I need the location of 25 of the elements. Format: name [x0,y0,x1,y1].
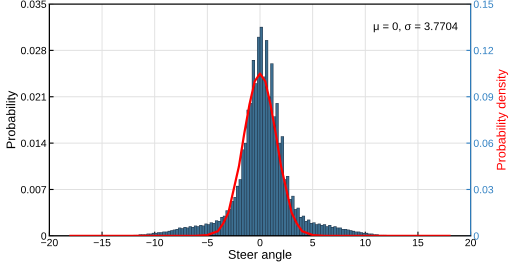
annotation: μ = 0, σ = 3.7704 [374,22,458,32]
y-tick-label: 0.028 [20,46,46,54]
y2-axis-title: Probability density [496,69,508,170]
x-tick-label: −5 [202,239,213,246]
x-tick-label: −15 [94,239,110,246]
y-tick-label: 0.021 [20,93,46,101]
y2-tick-label: 0.09 [474,93,494,101]
x-tick-label: −20 [41,238,58,246]
y-axis-title: Probability [6,90,18,148]
x-tick-label: 15 [412,239,424,246]
y-tick-label: 0.014 [20,140,46,147]
x-tick-label: 0 [258,238,262,246]
y-tick-label: 0 [41,232,46,240]
y2-tick-label: 0 [474,232,479,240]
y2-tick-label: 0.12 [474,46,494,54]
x-tick-label: 20 [465,238,476,246]
y2-tick-label: 0.06 [474,140,494,147]
x-tick-label: 10 [360,238,371,246]
y-tick-label: 0.035 [20,0,46,8]
x-tick-label: 5 [310,239,316,246]
y2-tick-label: 0.03 [474,186,494,194]
y2-tick-label: 0.15 [474,0,494,8]
y-tick-label: 0.007 [20,186,46,194]
x-axis-title: Steer angle [228,250,292,262]
x-tick-label: −10 [146,238,164,246]
